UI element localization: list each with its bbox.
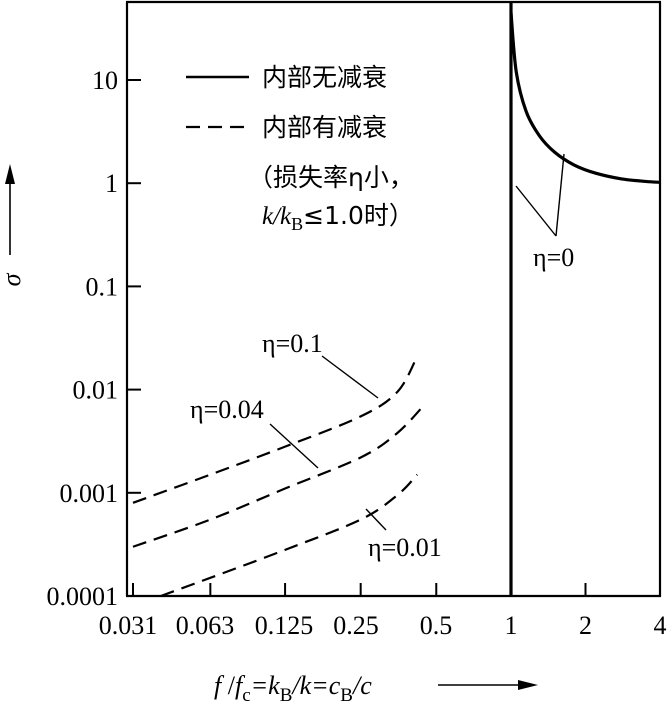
series-line-eta-0 xyxy=(509,12,661,184)
x-label-div-k: /k=c xyxy=(290,671,340,700)
x-label-fc-sub: c xyxy=(242,685,250,706)
x-tick-label: 1 xyxy=(505,611,518,640)
x-label-f: f xyxy=(214,671,225,700)
y-axis-label: σ xyxy=(0,272,26,286)
series-line-eta-0_01 xyxy=(160,473,419,598)
annotation-leader-line xyxy=(321,355,379,399)
annotation-label: η=0.04 xyxy=(190,395,264,424)
annotation-leader-line xyxy=(555,153,565,237)
legend-note-line2: k/kB≤1.0时） xyxy=(262,201,414,234)
x-label-eq: =k xyxy=(251,671,281,700)
x-label-div-c: /c xyxy=(351,671,372,700)
annotation-leader-line xyxy=(515,185,557,237)
annotation-leader-line xyxy=(365,508,387,531)
y-tick-label: 0.001 xyxy=(60,479,119,508)
legend-note-line1: （损失率η小， xyxy=(248,163,414,192)
x-tick-label: 2 xyxy=(579,611,592,640)
y-tick-label: 0.1 xyxy=(86,272,119,301)
x-tick-label: 4 xyxy=(654,611,667,640)
legend-note-rest: ≤1.0时） xyxy=(303,201,414,230)
annotation-label: η=0 xyxy=(533,243,574,272)
y-tick-label: 10 xyxy=(92,66,118,95)
series-line-eta-0_1 xyxy=(132,355,419,504)
legend-dashed-label: 内部有减衰 xyxy=(262,113,387,142)
y-axis-arrow-head xyxy=(5,164,15,184)
x-tick-label: 0.063 xyxy=(176,611,235,640)
x-label-kb-sub: B xyxy=(280,685,293,706)
x-axis-label: f /fc=kB/k=cB/c xyxy=(214,671,372,706)
y-tick-label: 1 xyxy=(105,169,118,198)
series-line-eta-0_04 xyxy=(132,403,426,548)
legend-note-k-sub: B xyxy=(291,214,303,234)
annotation-label: η=0.1 xyxy=(262,329,323,358)
annotation-leader-line xyxy=(269,423,319,469)
x-label-cb-sub: B xyxy=(340,685,353,706)
x-tick-label: 0.25 xyxy=(333,611,379,640)
legend-note-k: k/k xyxy=(262,203,292,230)
legend-solid-label: 内部无减衰 xyxy=(262,63,387,92)
annotation-label: η=0.01 xyxy=(368,533,442,562)
y-tick-label: 0.0001 xyxy=(47,582,119,611)
x-tick-label: 0.5 xyxy=(420,611,453,640)
y-tick-label: 0.01 xyxy=(73,376,119,405)
x-tick-label: 0.031 xyxy=(99,611,158,640)
x-tick-label: 0.125 xyxy=(255,611,314,640)
x-axis-arrow-head xyxy=(518,680,538,690)
